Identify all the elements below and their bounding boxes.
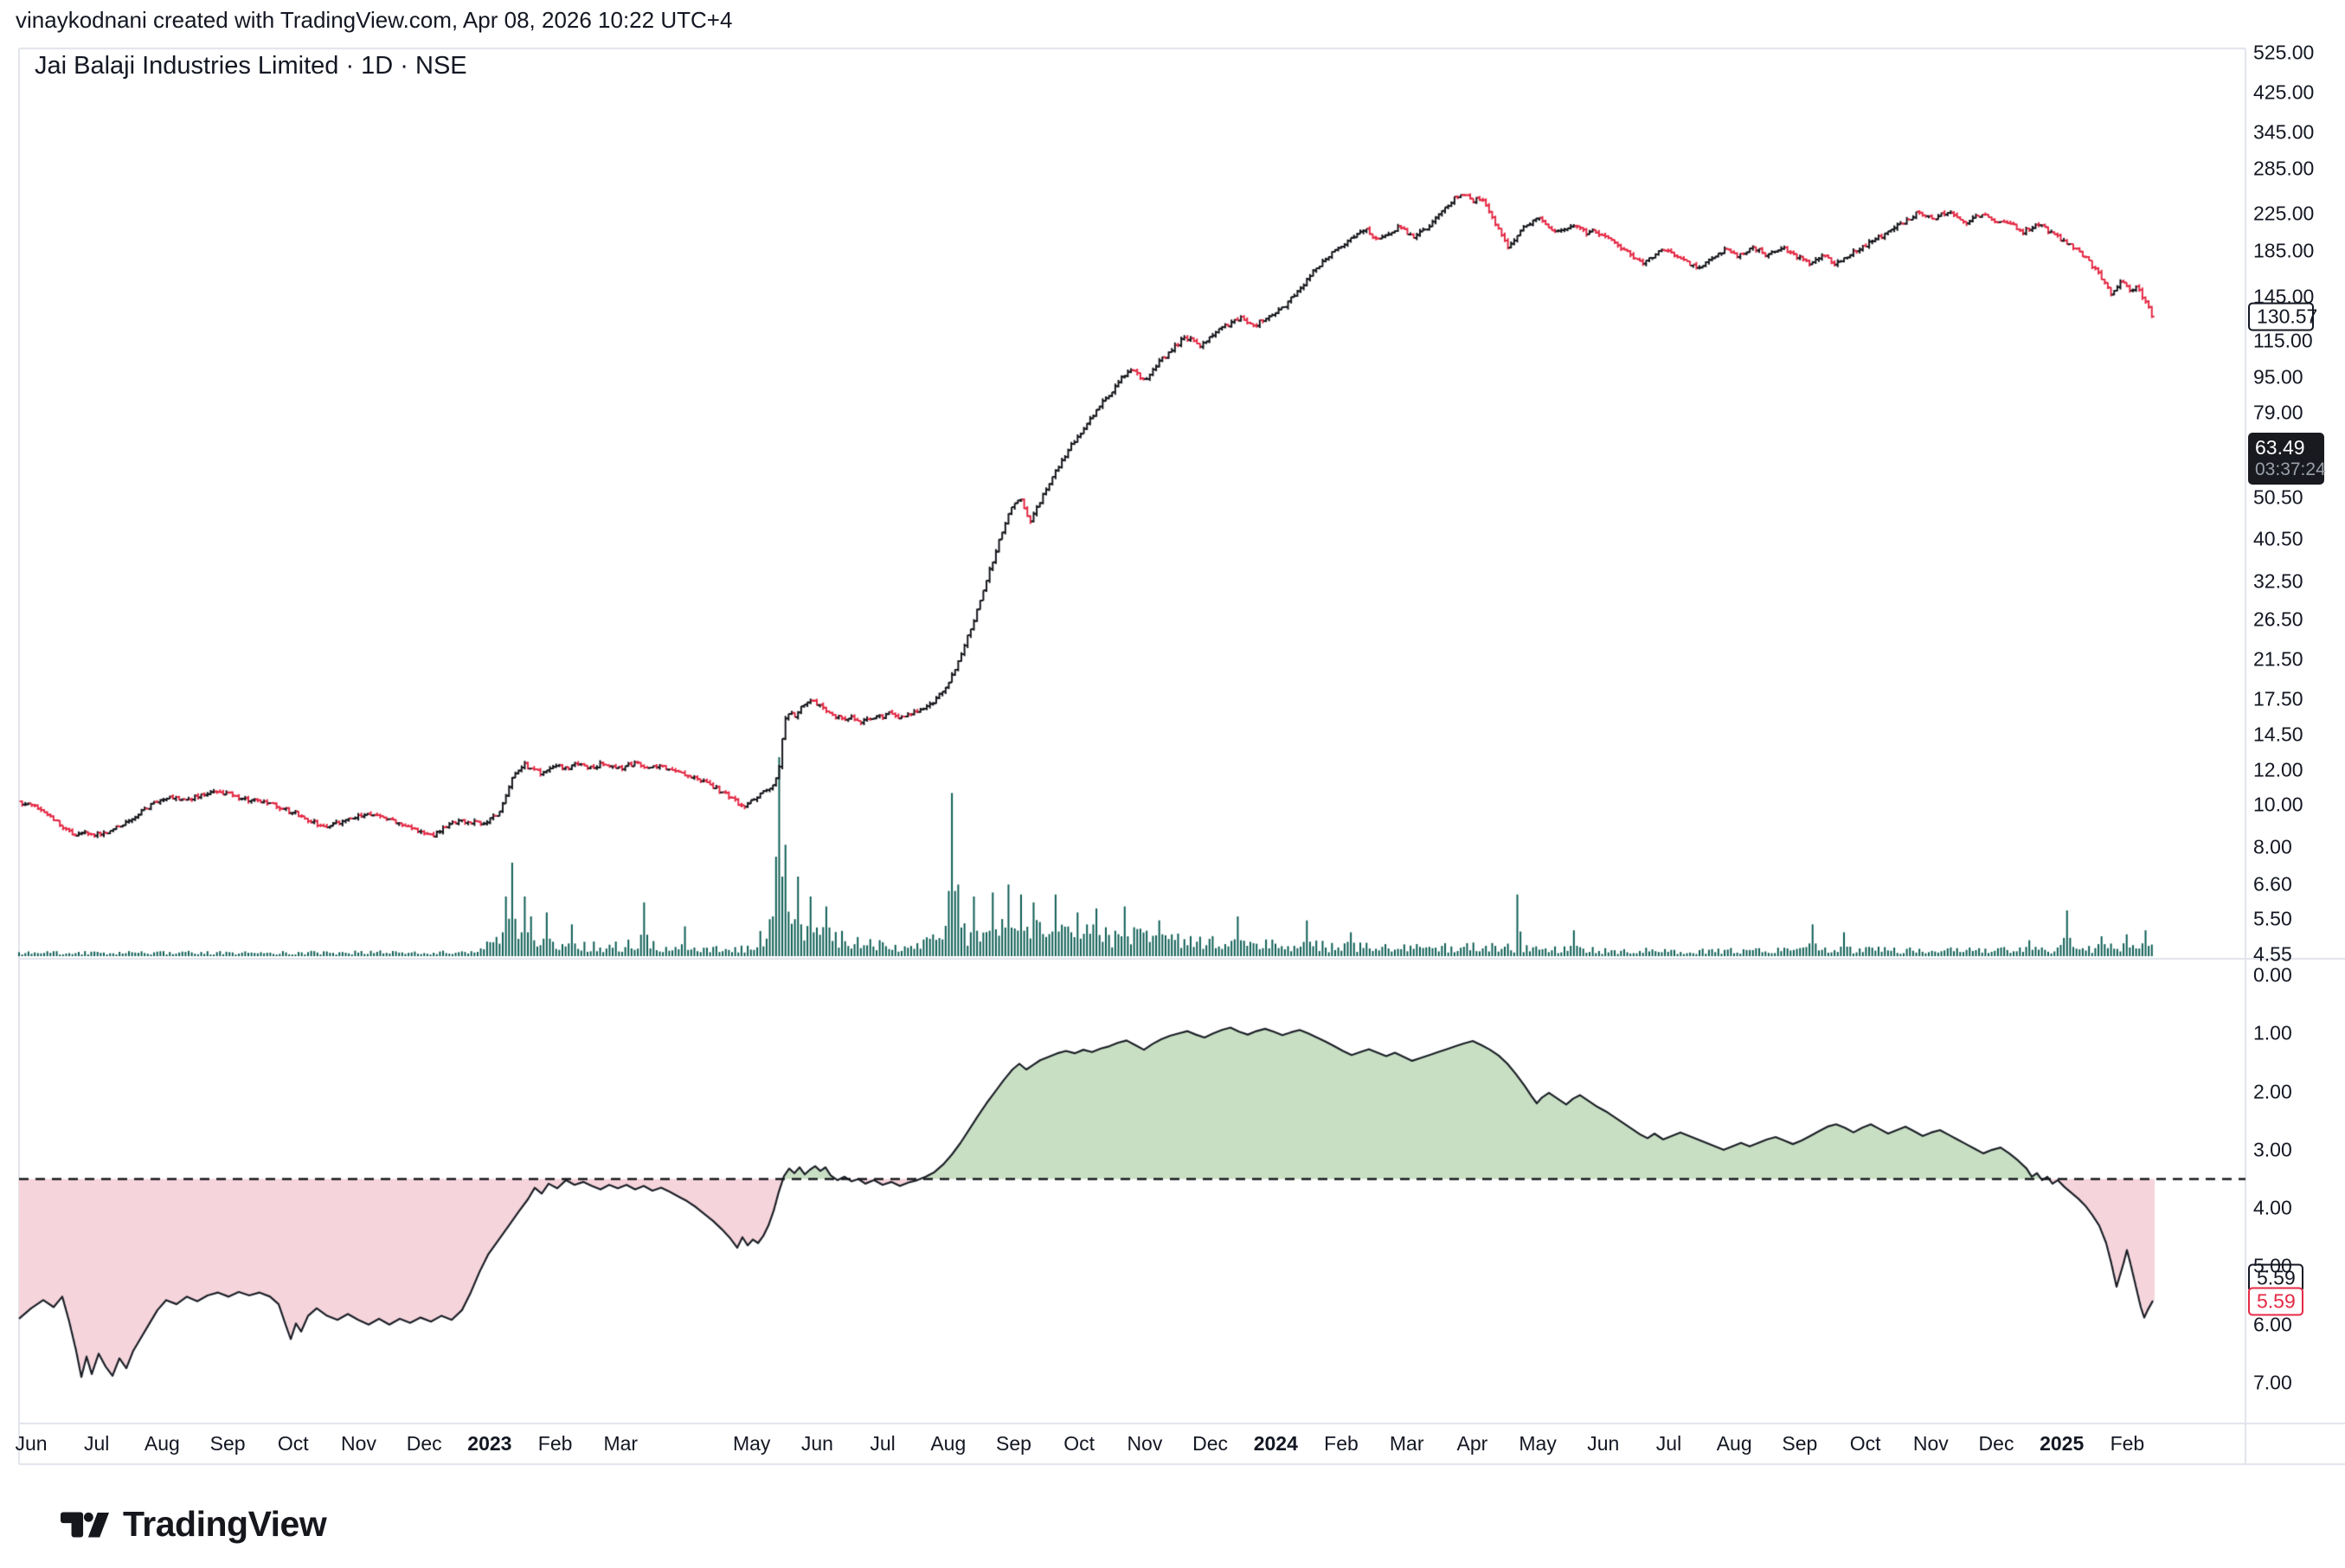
time-axis-label: Feb xyxy=(537,1432,573,1455)
time-axis-label: Jul xyxy=(83,1432,110,1455)
time-axis-label: Nov xyxy=(1127,1432,1163,1455)
price-axis-label: 425.00 xyxy=(2253,80,2315,104)
time-axis-label: Jun xyxy=(15,1432,48,1455)
price-axis-label: 17.50 xyxy=(2253,687,2303,710)
time-axis-label: Sep xyxy=(1782,1432,1818,1455)
price-axis-label: 5.50 xyxy=(2253,907,2292,930)
last-price-badge: 130.57 xyxy=(2248,302,2317,331)
price-axis-label: 21.50 xyxy=(2253,647,2303,671)
time-axis-label: Dec xyxy=(406,1432,442,1455)
tradingview-logo-text: TradingView xyxy=(123,1504,327,1544)
time-axis-label: 2024 xyxy=(1253,1432,1298,1455)
oscillator-signal-badge: 5.59 xyxy=(2248,1287,2303,1316)
price-axis-label: 50.50 xyxy=(2253,485,2303,509)
time-axis-label: Jul xyxy=(1655,1432,1682,1455)
tradingview-logo-icon xyxy=(61,1512,109,1538)
price-axis-label: 115.00 xyxy=(2253,329,2313,352)
price-axis-label: 6.60 xyxy=(2253,872,2292,896)
time-axis-label: 2023 xyxy=(467,1432,512,1455)
time-axis-label: Jul xyxy=(870,1432,896,1455)
price-axis-label: 14.50 xyxy=(2253,723,2303,746)
time-axis-label: Dec xyxy=(1192,1432,1229,1455)
price-axis-label: 185.00 xyxy=(2253,239,2315,262)
symbol-title: Jai Balaji Industries Limited · 1D · NSE xyxy=(35,52,467,80)
price-axis-label: 285.00 xyxy=(2253,157,2315,180)
time-axis-label: Jun xyxy=(800,1432,833,1455)
price-axis-label: 12.00 xyxy=(2253,758,2303,781)
oscillator-axis-label: 6.00 xyxy=(2253,1313,2292,1336)
oscillator-axis-label: 7.00 xyxy=(2253,1371,2292,1394)
time-axis-label: Aug xyxy=(144,1432,180,1455)
time-axis-label: Sep xyxy=(996,1432,1031,1455)
time-axis-label: Feb xyxy=(1324,1432,1359,1455)
price-axis-label: 145.00 xyxy=(2253,285,2315,308)
bar-countdown-timer: 03:37:24 xyxy=(2255,459,2326,479)
time-axis-label: 2025 xyxy=(2040,1432,2085,1455)
time-axis-label: Feb xyxy=(2110,1432,2145,1455)
price-axis-label: 225.00 xyxy=(2253,202,2315,225)
time-axis-label: Nov xyxy=(1912,1432,1949,1455)
price-axis-label: 26.50 xyxy=(2253,607,2303,631)
countdown-price: 63.49 xyxy=(2255,436,2305,459)
time-axis-label: Sep xyxy=(209,1432,246,1455)
time-axis-label: Oct xyxy=(277,1432,309,1455)
credit-line: vinaykodnani created with TradingView.co… xyxy=(16,7,733,33)
oscillator-axis-label: 1.00 xyxy=(2253,1021,2292,1044)
oscillator-axis-label: 5.00 xyxy=(2253,1254,2292,1277)
time-axis-label: Mar xyxy=(1389,1432,1424,1455)
tradingview-logo[interactable]: TradingView xyxy=(61,1504,327,1545)
time-axis-label: Apr xyxy=(1456,1432,1488,1455)
time-axis-label: Oct xyxy=(1063,1432,1095,1455)
time-axis-label: Oct xyxy=(1849,1432,1881,1455)
price-axis-label: 95.00 xyxy=(2253,365,2303,389)
price-axis-label: 79.00 xyxy=(2253,401,2303,424)
time-axis-label: Nov xyxy=(341,1432,376,1455)
price-axis-label: 525.00 xyxy=(2253,41,2315,64)
time-axis-label: Jun xyxy=(1587,1432,1620,1455)
countdown-price-badge: 63.49 03:37:24 xyxy=(2248,433,2326,485)
time-axis-label: Mar xyxy=(603,1432,639,1455)
price-axis-label: 4.55 xyxy=(2253,942,2292,966)
oscillator-axis-label: 4.00 xyxy=(2253,1196,2292,1219)
price-axis-label: 8.00 xyxy=(2253,835,2292,858)
time-axis-label: Aug xyxy=(930,1432,967,1455)
price-axis-label: 40.50 xyxy=(2253,527,2303,550)
oscillator-axis-label: 3.00 xyxy=(2253,1138,2292,1161)
time-axis-label: Dec xyxy=(1978,1432,2014,1455)
oscillator-axis-label: 2.00 xyxy=(2253,1080,2292,1103)
time-axis-label: Aug xyxy=(1716,1432,1752,1455)
oscillator-axis-label: 0.00 xyxy=(2253,963,2292,986)
price-axis-label: 345.00 xyxy=(2253,120,2315,144)
time-axis-label: May xyxy=(732,1432,771,1455)
price-axis-label: 32.50 xyxy=(2253,569,2303,593)
time-axis-label: May xyxy=(1519,1432,1557,1455)
price-axis-label: 10.00 xyxy=(2253,793,2303,816)
